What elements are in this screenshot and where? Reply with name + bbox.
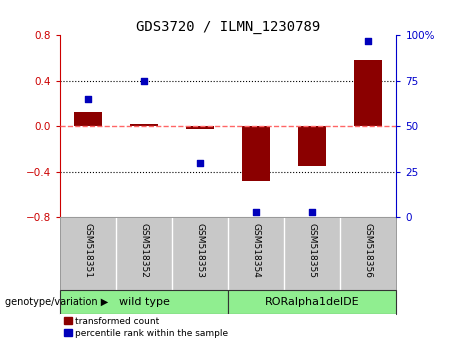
Bar bbox=[242, 126, 270, 181]
Point bbox=[84, 96, 92, 102]
Bar bbox=[186, 126, 214, 129]
Text: wild type: wild type bbox=[118, 297, 170, 307]
Bar bbox=[355, 61, 383, 126]
Text: GSM518354: GSM518354 bbox=[252, 223, 261, 278]
Point bbox=[309, 209, 316, 215]
Text: GSM518355: GSM518355 bbox=[308, 223, 317, 278]
Text: genotype/variation ▶: genotype/variation ▶ bbox=[5, 297, 108, 307]
Bar bbox=[60, 290, 228, 314]
Text: GSM518353: GSM518353 bbox=[195, 223, 205, 278]
Point bbox=[196, 160, 204, 165]
Title: GDS3720 / ILMN_1230789: GDS3720 / ILMN_1230789 bbox=[136, 21, 320, 34]
Bar bbox=[74, 112, 102, 126]
Legend: transformed count, percentile rank within the sample: transformed count, percentile rank withi… bbox=[65, 317, 228, 337]
Text: GSM518356: GSM518356 bbox=[364, 223, 373, 278]
Bar bbox=[228, 290, 396, 314]
Point bbox=[253, 209, 260, 215]
Bar bbox=[130, 124, 158, 126]
Bar bbox=[298, 126, 326, 166]
Point bbox=[140, 78, 148, 84]
Text: GSM518351: GSM518351 bbox=[83, 223, 93, 278]
Text: RORalpha1delDE: RORalpha1delDE bbox=[265, 297, 360, 307]
Point bbox=[365, 38, 372, 44]
Text: GSM518352: GSM518352 bbox=[140, 223, 148, 278]
